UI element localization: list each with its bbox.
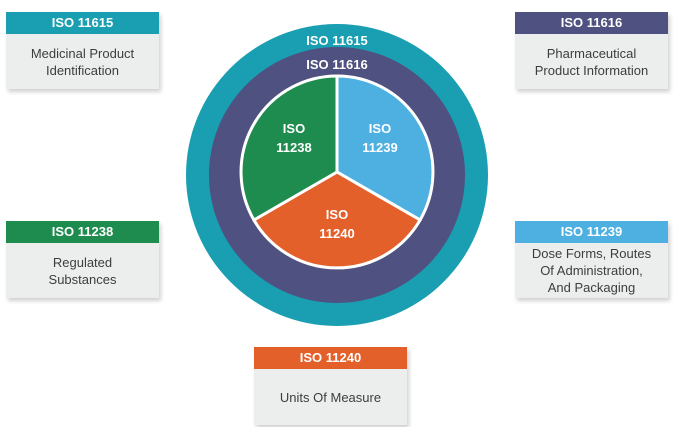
wedge-iso-11239	[335, 74, 435, 223]
wedge-11240-label-line2: 11240	[319, 226, 354, 241]
outer-ring-label: ISO 11615	[306, 33, 367, 48]
card-iso-11616: ISO 11616 Pharmaceutical Product Informa…	[515, 12, 668, 89]
wedge-11240-label-line1: ISO	[326, 207, 348, 222]
wedge-11239-label-line1: ISO	[369, 121, 391, 136]
card-iso-11238-text: Regulated Substances	[48, 254, 117, 287]
card-iso-11238-title: ISO 11238	[6, 221, 159, 243]
card-iso-11239-title: ISO 11239	[515, 221, 668, 243]
card-iso-11238: ISO 11238 Regulated Substances	[6, 221, 159, 298]
card-iso-11615-title: ISO 11615	[6, 12, 159, 34]
wedge-11238-label-line2: 11238	[276, 140, 311, 155]
wedge-11238-label-line1: ISO	[283, 121, 305, 136]
card-iso-11240-text: Units Of Measure	[279, 389, 382, 405]
card-iso-11240: ISO 11240 Units Of Measure	[254, 347, 407, 425]
card-iso-11240-title: ISO 11240	[254, 347, 407, 369]
wedge-iso-11238	[239, 74, 339, 223]
card-iso-11615: ISO 11615 Medicinal Product Identificati…	[6, 12, 159, 89]
card-iso-11616-title: ISO 11616	[515, 12, 668, 34]
card-iso-11239-text: Dose Forms, Routes Of Administration, An…	[531, 246, 652, 295]
card-iso-11616-text: Pharmaceutical Product Information	[534, 45, 649, 78]
wedge-iso-11240	[251, 170, 423, 270]
middle-ring-label: ISO 11616	[306, 57, 367, 72]
card-iso-11615-text: Medicinal Product Identification	[30, 45, 135, 78]
wedge-11239-label-line2: 11239	[362, 140, 397, 155]
card-iso-11239: ISO 11239 Dose Forms, Routes Of Administ…	[515, 221, 668, 298]
